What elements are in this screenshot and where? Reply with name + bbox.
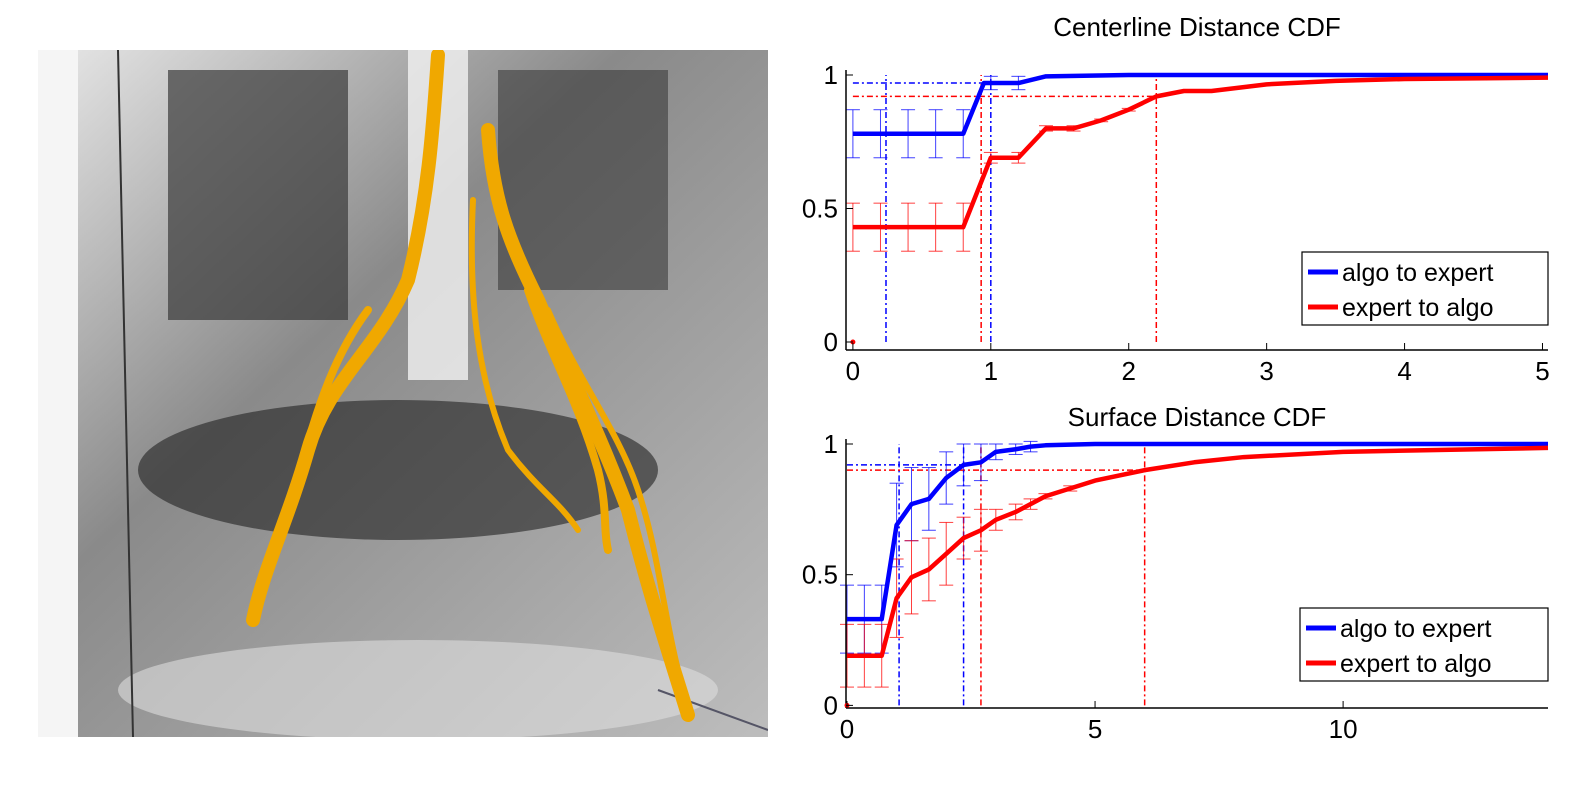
legend-label: expert to algo <box>1340 650 1492 678</box>
mri-dark-region <box>168 70 348 320</box>
y-tick-label: 0 <box>824 690 838 720</box>
legend-label: algo to expert <box>1340 615 1492 643</box>
y-tick-label: 0.5 <box>802 560 838 590</box>
legend-label: expert to algo <box>1342 294 1494 322</box>
x-tick-label: 3 <box>1259 356 1273 386</box>
chart-title: Surface Distance CDF <box>1068 402 1327 432</box>
slice-border <box>117 50 134 737</box>
x-tick-label: 1 <box>984 356 998 386</box>
series-line-expert-to-algo <box>846 445 1549 658</box>
mri-light-region <box>118 640 718 737</box>
chart-1: Centerline Distance CDF 0 1 2 3 4 5 0 0.5 1 algo t… <box>802 12 1550 386</box>
nerve-tracts <box>246 50 695 722</box>
x-tick-label: 5 <box>1535 356 1549 386</box>
series-line-algo-to-expert <box>846 441 1548 622</box>
x-tick-label: 0 <box>840 714 854 744</box>
x-tick-label: 5 <box>1088 714 1102 744</box>
legend-box <box>1301 251 1549 326</box>
mri-dark-region <box>498 70 668 290</box>
mri-dark-region <box>138 400 658 540</box>
x-tick-label: 4 <box>1397 356 1411 386</box>
legend-box <box>1299 607 1549 682</box>
y-tick-label: 0 <box>824 327 838 357</box>
x-tick-label: 2 <box>1121 356 1135 386</box>
series-line-algo-to-expert <box>852 72 1548 136</box>
y-tick-label: 1 <box>824 429 838 459</box>
mri-nerve-rendering <box>38 50 768 737</box>
y-tick-label: 0.5 <box>802 193 838 223</box>
series-line-expert-to-algo <box>852 75 1549 230</box>
y-tick-label: 1 <box>824 60 838 90</box>
legend: algo to expert expert to algo <box>1299 607 1549 682</box>
x-tick-label: 10 <box>1329 714 1358 744</box>
chart-title: Centerline Distance CDF <box>1053 12 1341 42</box>
mri-edge-left <box>38 50 78 737</box>
legend: algo to expert expert to algo <box>1301 251 1549 326</box>
x-tick-label: 0 <box>846 356 860 386</box>
legend-label: algo to expert <box>1342 259 1494 287</box>
chart-2: Surface Distance CDF 0 5 10 0 0.5 1 algo to exp… <box>802 402 1549 744</box>
